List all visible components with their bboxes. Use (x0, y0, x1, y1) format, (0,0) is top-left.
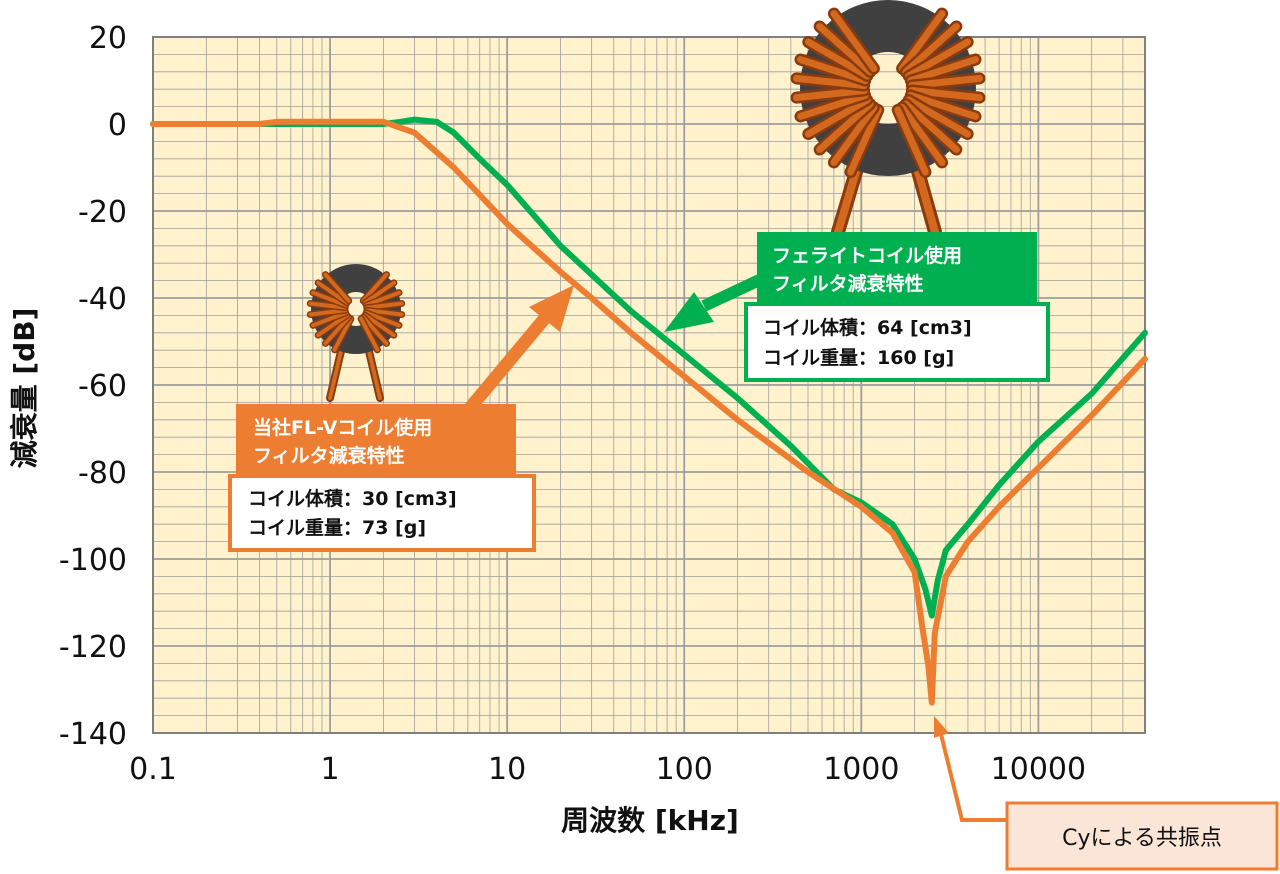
flv-arrow (455, 285, 574, 425)
ferrite-spec-line1: コイル体積：64 [cm3] (763, 316, 972, 339)
series-line-ferrite (150, 116, 1148, 619)
flv-spec-line1: コイル体積：30 [cm3] (248, 487, 457, 510)
series-layer (150, 116, 1148, 706)
series-line-fl_v (150, 118, 1148, 706)
y-tick-label: -120 (59, 630, 127, 665)
y-axis-title: 減衰量 [dB] (8, 308, 41, 469)
x-tick-label: 1000 (823, 752, 899, 787)
x-tick-label: 0.1 (129, 752, 177, 787)
x-tick-label: 10000 (991, 752, 1086, 787)
ferrite-spec-line2: コイル重量：160 [g] (763, 347, 954, 369)
flv-annotation: 当社FL-Vコイル使用 フィルタ減衰特性 コイル体積：30 [cm3] コイル重… (228, 404, 536, 552)
y-tick-label: -100 (59, 543, 127, 578)
y-tick-label: 0 (108, 108, 127, 143)
flv-title-line2: フィルタ減衰特性 (253, 444, 405, 467)
fl-v-toroid-icon (306, 264, 406, 402)
y-tick-label: -80 (78, 456, 127, 491)
resonance-label: Cyによる共振点 (1062, 826, 1222, 851)
resonance-callout: Cyによる共振点 (934, 716, 1279, 871)
plot-frame (152, 36, 1146, 734)
x-tick-label: 1 (321, 752, 340, 787)
ferrite-spec-box (744, 302, 1050, 382)
ferrite-title-line2: フィルタ減衰特性 (772, 272, 924, 295)
x-tick-label: 100 (656, 752, 713, 787)
x-tick-label: 10 (488, 752, 526, 787)
flv-spec-box (228, 474, 536, 552)
y-tick-label: -140 (59, 717, 127, 752)
y-tick-label: -40 (78, 282, 127, 317)
flv-title-line1: 当社FL-Vコイル使用 (253, 416, 432, 439)
ferrite-title-box (757, 232, 1037, 304)
y-axis-ticks: 20 0 -20 -40 -60 -80 -100 -120 -140 (59, 21, 127, 752)
x-axis-ticks: 0.1 1 10 100 1000 10000 (129, 752, 1086, 787)
y-tick-label: 20 (89, 21, 127, 56)
ferrite-toroid-icon (790, 0, 986, 239)
x-axis-title: 周波数 [kHz] (561, 804, 739, 837)
ferrite-title-line1: フェライトコイル使用 (772, 245, 962, 267)
y-tick-label: -60 (78, 369, 127, 404)
y-tick-label: -20 (78, 195, 127, 230)
ferrite-annotation: フェライトコイル使用 フィルタ減衰特性 コイル体積：64 [cm3] コイル重量… (744, 232, 1050, 382)
resonance-label-box (1005, 801, 1279, 871)
flv-spec-line2: コイル重量：73 [g] (248, 517, 426, 539)
flv-title-box (236, 404, 516, 476)
